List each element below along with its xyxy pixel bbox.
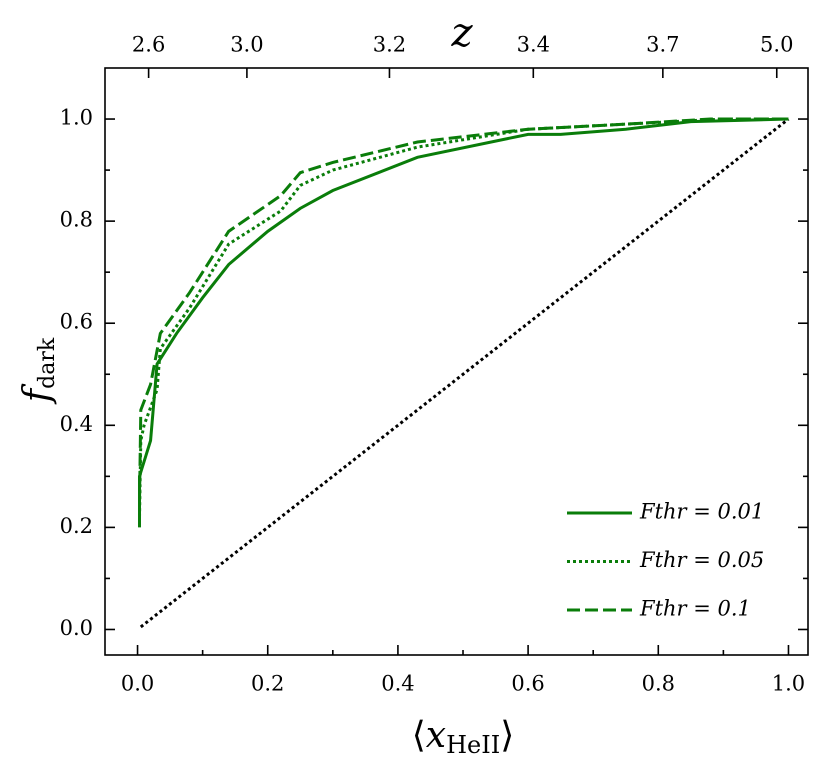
- y-tick-label: 0.4: [60, 412, 93, 436]
- legend-label: Fthr = 0.05: [639, 548, 764, 572]
- x-label-part: x: [426, 715, 446, 756]
- y-label-part: dark: [35, 337, 60, 389]
- series-line: [137, 117, 789, 502]
- x-tick-label: 1.0: [772, 672, 805, 696]
- x-tick-label: 0.8: [642, 672, 675, 696]
- x2-tick-label: 2.6: [132, 33, 165, 57]
- legend-label: Fthr = 0.01: [639, 500, 764, 524]
- x-tick-label: 0.0: [121, 672, 154, 696]
- legend-label: Fthr = 0.1: [639, 597, 751, 621]
- y-tick-label: 0.6: [60, 310, 93, 334]
- plot-frame: [104, 67, 809, 656]
- x-axis-label: ⟨xHeII⟩: [412, 715, 515, 759]
- x-tick-label: 0.4: [381, 672, 414, 696]
- x-label-part: ⟩: [500, 715, 514, 756]
- y-tick-label: 0.8: [60, 208, 93, 232]
- y-tick-label: 0.2: [60, 514, 93, 538]
- x2-tick-label: 3.0: [230, 33, 263, 57]
- x2-axis-label: z: [450, 10, 473, 56]
- x2-tick-label: 3.2: [373, 33, 406, 57]
- x-tick-label: 0.2: [251, 672, 284, 696]
- series-line: [137, 117, 789, 528]
- x2-tick-label: 5.0: [760, 33, 793, 57]
- x2-tick-label: 3.7: [646, 33, 679, 57]
- reference-line: [139, 117, 790, 629]
- x2-tick-label: 3.4: [517, 33, 550, 57]
- series-line: [137, 117, 789, 518]
- y-axis-label: fdark: [17, 337, 60, 405]
- x-label-part: ⟨: [412, 715, 426, 756]
- y-tick-label: 0.0: [60, 616, 93, 640]
- x-tick-label: 0.6: [511, 672, 544, 696]
- x-label-part: HeII: [446, 731, 500, 759]
- y-tick-label: 1.0: [60, 106, 93, 130]
